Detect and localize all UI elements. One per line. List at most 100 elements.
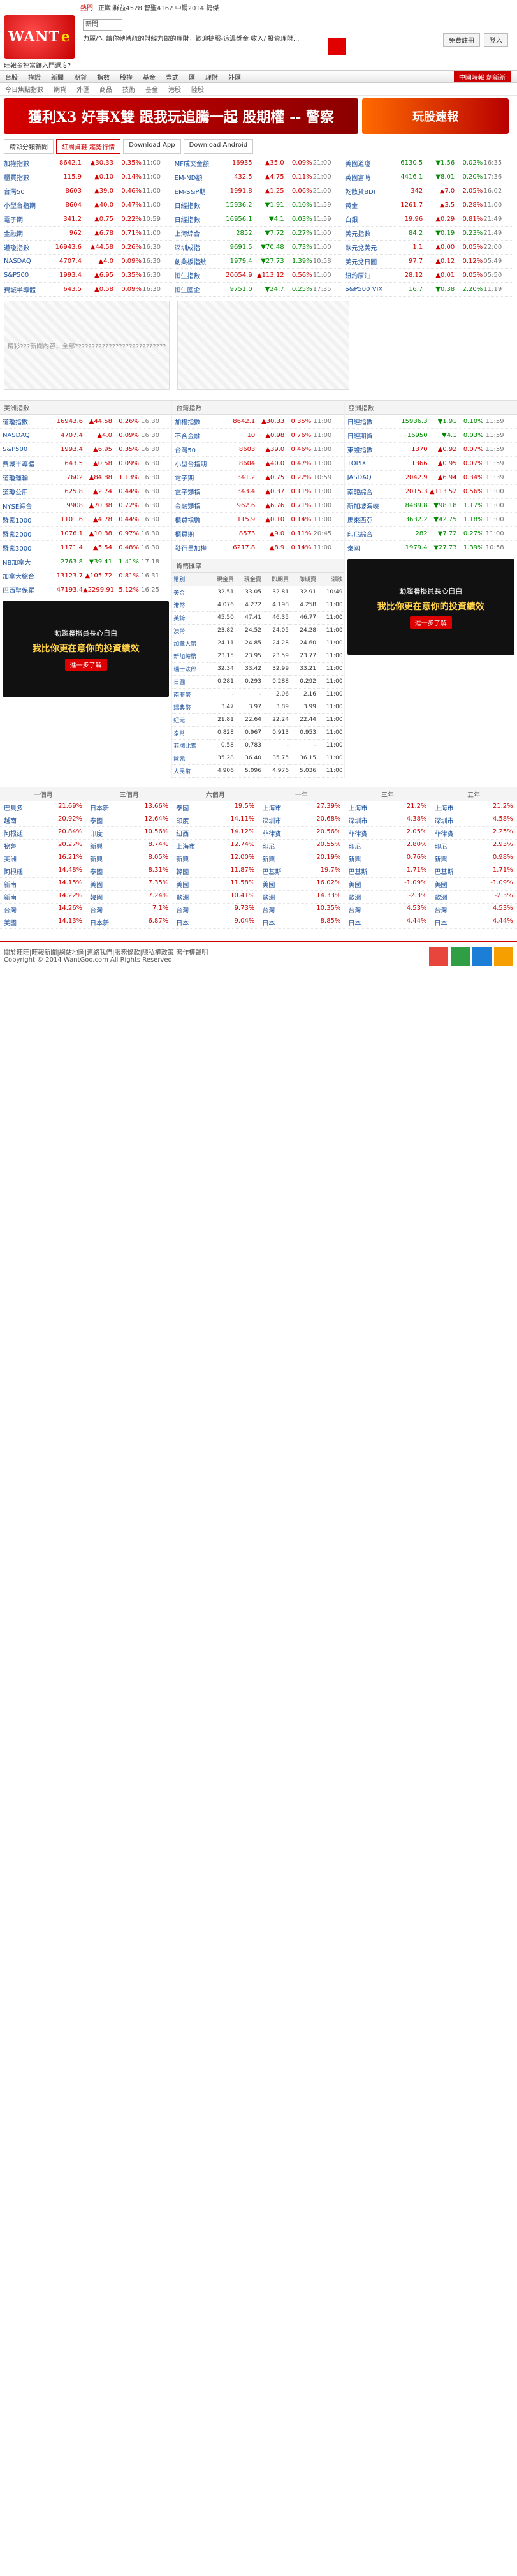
- quick-tab-1[interactable]: 紅團貞鞋 趨勢行情: [56, 139, 121, 154]
- col3-rows-n[interactable]: 新加坡海峽: [347, 503, 379, 510]
- col2-rows-n[interactable]: 加權指數: [175, 419, 201, 426]
- col2-rows-row[interactable]: 電子期 341.2 ▲0.75 0.22% 10:59: [172, 471, 344, 485]
- col2-rows-row[interactable]: 電子類指 343.4 ▲0.37 0.11% 11:00: [172, 485, 344, 499]
- quotes-left-n[interactable]: 費城半導體: [4, 287, 36, 294]
- rank-cell[interactable]: 巴基斯 1.71%: [344, 867, 430, 876]
- rank-cell[interactable]: 日本 4.44%: [431, 918, 517, 927]
- col2-rows-row[interactable]: 不含金融 10 ▲0.98 0.76% 11:00: [172, 429, 344, 443]
- col2-rows-n[interactable]: 金融類指: [175, 503, 201, 510]
- quotes-left-n[interactable]: 櫃買指數: [4, 175, 29, 182]
- col3-rows-n[interactable]: 南韓綜合: [347, 489, 373, 496]
- quotes-right-row[interactable]: 英國富時 4416.1 ▼8.01 0.20% 17:36: [345, 170, 513, 184]
- rank-cell[interactable]: 印尼 20.55%: [258, 841, 344, 851]
- col2-rows-row[interactable]: 加權指數 8642.1 ▲30.33 0.35% 11:00: [172, 415, 344, 429]
- rank-cell[interactable]: 菲律賓 2.05%: [344, 828, 430, 838]
- col2-rows-n[interactable]: 電子期: [175, 475, 194, 482]
- rank-cell[interactable]: 台灣 4.53%: [344, 905, 430, 914]
- quotes-left-n[interactable]: 道瓊指數: [4, 245, 29, 252]
- rate-row[interactable]: 人民幣 4.906 5.096 4.976 5.036 11:00: [172, 764, 344, 778]
- col2-rows-row[interactable]: 櫃買指數 115.9 ▲0.10 0.14% 11:00: [172, 513, 344, 527]
- rate-row[interactable]: 菲國比索 0.58 0.783- -11:00: [172, 739, 344, 752]
- sub-nav-item-0[interactable]: 今日焦點指數: [5, 87, 43, 94]
- col3-rows-row[interactable]: 東證指數 1370 ▲0.92 0.07% 11:59: [344, 443, 517, 457]
- rank-cell[interactable]: 菲律賓 20.56%: [258, 828, 344, 838]
- rank-header[interactable]: 六個月: [205, 792, 225, 799]
- col1-rows-row[interactable]: NYSE綜合 9908 ▲70.38 0.72% 16:30: [0, 499, 172, 513]
- quotes-mid-row[interactable]: 創業板指數 1979.4 ▼27.73 1.39% 10:58: [174, 255, 343, 269]
- col1-rows-row[interactable]: 加拿大綜合 13123.7 ▲105.72 0.81% 16:31: [0, 569, 172, 583]
- rank-cell[interactable]: 巴基斯 1.71%: [431, 867, 517, 876]
- rank-cell[interactable]: 美國 16.02%: [258, 879, 344, 889]
- badge-1[interactable]: [429, 946, 448, 966]
- rank-cell[interactable]: 日本新 13.66%: [86, 803, 172, 812]
- rank-cell[interactable]: 深圳市 4.58%: [431, 815, 517, 825]
- col3-rows-row[interactable]: 泰國 1979.4 ▼27.73 1.39% 10:58: [344, 541, 517, 555]
- nav-item-9[interactable]: 理財: [205, 74, 218, 82]
- rank-cell[interactable]: 泰國 19.5%: [172, 803, 258, 812]
- col1-rows-n[interactable]: 羅素2000: [3, 532, 32, 539]
- quotes-right-n[interactable]: 美國道瓊: [345, 161, 371, 168]
- header-sub-link[interactable]: 旺報金控當鑲入門選度?: [4, 63, 71, 70]
- register-button[interactable]: 免費註冊: [443, 33, 480, 47]
- badge-3[interactable]: [472, 946, 492, 966]
- login-button[interactable]: 登入: [484, 33, 508, 47]
- badge-4[interactable]: [494, 946, 513, 966]
- col1-rows-row[interactable]: 羅素3000 1171.4 ▲5.54 0.48% 16:30: [0, 541, 172, 555]
- col1-rows-n[interactable]: NASDAQ: [3, 432, 30, 439]
- rank-cell[interactable]: 韓國 7.24%: [86, 892, 172, 902]
- rank-cell[interactable]: 日本 4.44%: [344, 918, 430, 927]
- nav-item-6[interactable]: 基金: [143, 74, 156, 82]
- promo-right-button[interactable]: 進一步了解: [409, 616, 452, 629]
- rank-cell[interactable]: 日本 9.04%: [172, 918, 258, 927]
- quick-tab-0[interactable]: 精彩分類新聞: [4, 139, 54, 154]
- rank-cell[interactable]: 台灣 7.1%: [86, 905, 172, 914]
- quotes-right-n[interactable]: 英國富時: [345, 175, 371, 182]
- quotes-left-row[interactable]: 電子期 341.2 ▲0.75 0.22% 10:59: [4, 212, 172, 227]
- rank-cell[interactable]: 美國 -1.09%: [431, 879, 517, 889]
- header-ticker[interactable]: 力麗/ㄟ 讓你轉轉疏的財經力做的理財，歡迎捷服-這邊獎金 收入/ 投資理財...: [83, 36, 300, 43]
- rank-cell[interactable]: 歐洲 14.33%: [258, 892, 344, 902]
- col2-rows-n[interactable]: 電子類指: [175, 489, 201, 496]
- quotes-mid-n[interactable]: 深圳成指: [174, 245, 200, 252]
- col1-rows-n[interactable]: 羅素3000: [3, 546, 32, 553]
- col3-rows-row[interactable]: JASDAQ 2042.9 ▲6.94 0.34% 11:39: [344, 471, 517, 485]
- col3-rows-row[interactable]: 馬來西亞 3632.2 ▼42.75 1.18% 11:00: [344, 513, 517, 527]
- quotes-left-n[interactable]: NASDAQ: [4, 258, 31, 265]
- quotes-right-n[interactable]: 乾散貨BDI: [345, 189, 375, 196]
- quotes-right-row[interactable]: 美元兌日圓 97.7 ▲0.12 0.12% 05:49: [345, 255, 513, 269]
- footer-links[interactable]: 關於旺旺|旺報新聞|網站地圖|連絡我們|服務條款|隱私權政策|著作權聲明: [4, 949, 208, 957]
- rate-row[interactable]: 歐元 35.28 36.40 35.75 36.15 11:00: [172, 752, 344, 765]
- quotes-left-row[interactable]: 金融期 962 ▲6.78 0.71% 11:00: [4, 227, 172, 241]
- rank-cell[interactable]: 阿根廷 20.84%: [0, 828, 86, 838]
- quotes-mid-row[interactable]: 深圳成指 9691.5 ▼70.48 0.73% 11:00: [174, 241, 343, 255]
- quick-tab-3[interactable]: Download Android: [183, 139, 254, 154]
- rank-header[interactable]: 三年: [381, 792, 394, 799]
- quotes-left-row[interactable]: 費城半導體 643.5 ▲0.58 0.09% 16:30: [4, 283, 172, 297]
- col2-rows-row[interactable]: 金融類指 962.6 ▲6.76 0.71% 11:00: [172, 499, 344, 513]
- col2-rows-row[interactable]: 櫃買期 8573 ▲9.0 0.11% 20:45: [172, 527, 344, 541]
- rank-header[interactable]: 一年: [295, 792, 308, 799]
- rank-cell[interactable]: 印尼 2.80%: [344, 841, 430, 851]
- search-category-select[interactable]: 新聞: [83, 19, 122, 31]
- col3-rows-n[interactable]: JASDAQ: [347, 474, 372, 481]
- nav-item-5[interactable]: 股權: [120, 74, 133, 82]
- col2-rows-n[interactable]: 不含金融: [175, 433, 201, 440]
- rate-row[interactable]: 日圓 0.281 0.293 0.288 0.292 11:00: [172, 675, 344, 689]
- col1-rows-row[interactable]: 巴西聖保羅 47193.4 ▲2299.91 5.12% 16:25: [0, 583, 172, 597]
- quotes-left-row[interactable]: NASDAQ 4707.4 ▲4.0 0.09% 16:30: [4, 255, 172, 269]
- quotes-left-n[interactable]: 台灣50: [4, 189, 25, 196]
- rate-row[interactable]: 美金 32.51 33.05 32.81 32.91 10:49: [172, 586, 344, 599]
- col3-rows-row[interactable]: TOPIX 1366 ▲0.95 0.07% 11:59: [344, 457, 517, 471]
- nav-item-1[interactable]: 權證: [28, 74, 41, 82]
- quotes-mid-n[interactable]: EM-S&P期: [174, 189, 206, 196]
- rank-cell[interactable]: 上海市 27.39%: [258, 803, 344, 812]
- col1-rows-row[interactable]: 道瓊指數 16943.6 ▲44.58 0.26% 16:30: [0, 415, 172, 429]
- quotes-left-row[interactable]: 道瓊指數 16943.6 ▲44.58 0.26% 16:30: [4, 241, 172, 255]
- rank-header[interactable]: 一個月: [33, 792, 53, 799]
- banner-main[interactable]: 獲利X3 好事X雙 跟我玩追騰一起 股期權 -- 警察: [4, 98, 358, 134]
- quotes-mid-row[interactable]: 恒生指數 20054.9 ▲113.12 0.56% 11:00: [174, 269, 343, 283]
- col2-rows-n[interactable]: 台灣50: [175, 447, 196, 454]
- hot-text[interactable]: 正崴|群益4528 智聖4162 中鋼2014 捷傑: [98, 5, 219, 12]
- rank-cell[interactable]: 美國 11.58%: [172, 879, 258, 889]
- quotes-right-row[interactable]: 美國道瓊 6130.5 ▼1.56 0.02% 16:35: [345, 156, 513, 170]
